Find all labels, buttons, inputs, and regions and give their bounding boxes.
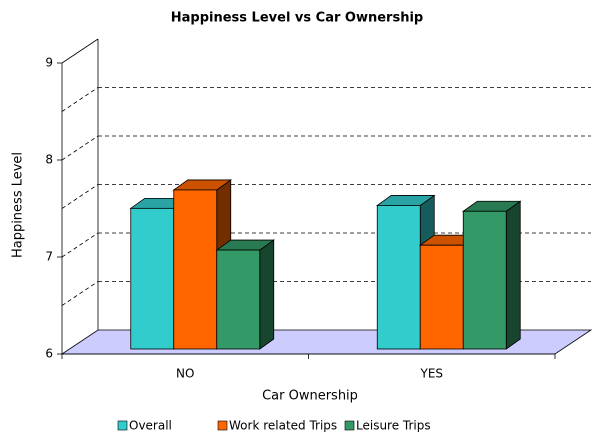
legend-label: Overall xyxy=(129,419,172,433)
y-tick-label: 6 xyxy=(45,347,53,361)
bar xyxy=(173,189,218,350)
bar-side xyxy=(505,200,521,350)
bar xyxy=(216,249,261,350)
bar xyxy=(130,207,175,350)
legend-swatch xyxy=(217,420,228,431)
bar-side xyxy=(259,239,275,350)
x-tick-label: NO xyxy=(176,367,194,381)
bar xyxy=(462,210,507,350)
y-tick-label: 8 xyxy=(45,153,53,167)
grid-line xyxy=(61,135,99,161)
y-axis-label: Happiness Level xyxy=(11,152,26,258)
legend-label: Work related Trips xyxy=(229,419,337,433)
y-tick-label: 9 xyxy=(45,56,53,70)
grid-line xyxy=(61,87,99,112)
bar xyxy=(376,205,421,350)
bar xyxy=(419,244,464,350)
grid-line xyxy=(61,232,99,258)
legend-swatch xyxy=(344,420,355,431)
legend-label: Leisure Trips xyxy=(356,419,431,433)
grid-line xyxy=(61,281,99,306)
x-axis-label: Car Ownership xyxy=(262,389,358,404)
y-tick-label: 7 xyxy=(45,250,53,264)
legend-swatch xyxy=(117,420,128,431)
grid-line xyxy=(61,184,99,209)
x-tick-label: YES xyxy=(419,367,443,381)
side-wall-top xyxy=(61,38,99,64)
chart-title: Happiness Level vs Car Ownership xyxy=(171,11,423,26)
